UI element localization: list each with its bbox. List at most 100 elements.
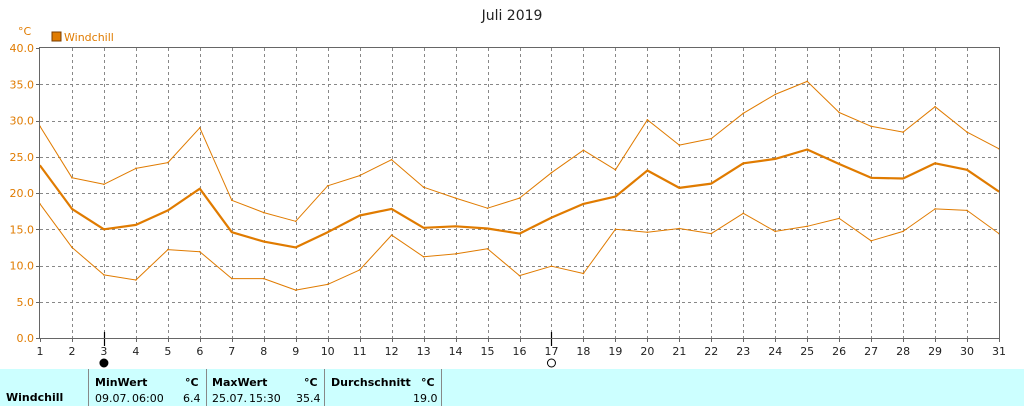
data-point-min [710, 232, 713, 235]
x-tick-label: 29 [928, 345, 942, 358]
data-point-mean [422, 227, 425, 229]
data-point-max [966, 131, 968, 133]
x-tick-label: 31 [992, 345, 1006, 358]
x-tick-label: 9 [292, 345, 299, 358]
data-point-mean [646, 169, 649, 172]
data-point-min [774, 230, 777, 233]
x-tick-label: 16 [513, 345, 527, 358]
min-date: 09.07. [95, 392, 130, 405]
max-unit: °C [304, 376, 318, 389]
data-point-min [231, 277, 233, 280]
data-point-min [806, 225, 808, 228]
data-point-max [135, 167, 137, 170]
avg-unit: °C [421, 376, 435, 389]
data-point-min [199, 250, 201, 253]
data-point-mean [390, 208, 393, 210]
data-point-max [422, 186, 425, 188]
data-point-max [838, 111, 840, 114]
x-tick-label: 15 [481, 345, 495, 358]
min-unit: °C [185, 376, 199, 389]
x-tick-label: 4 [132, 345, 139, 358]
data-point-min [742, 212, 745, 215]
y-tick-label: 0.0 [17, 332, 35, 345]
x-tick-label: 2 [68, 345, 75, 358]
series-lines [39, 80, 1000, 291]
data-point-mean [966, 169, 968, 171]
data-point-max [326, 184, 329, 187]
data-point-min [326, 283, 329, 286]
data-point-min [135, 279, 137, 281]
data-point-max [614, 169, 617, 171]
data-point-max [870, 125, 872, 128]
data-point-max [710, 137, 713, 140]
divider [324, 369, 325, 406]
x-tick-label: 28 [896, 345, 910, 358]
x-tick-label: 11 [353, 345, 367, 358]
y-axis-unit: °C [18, 25, 32, 38]
data-point-mean [454, 225, 457, 228]
data-point-min [454, 253, 457, 255]
stats-row-label: Windchill [6, 391, 64, 404]
data-point-mean [294, 246, 297, 249]
data-point-max [294, 220, 297, 223]
data-point-min [934, 208, 936, 210]
data-point-mean [358, 214, 361, 217]
y-tick-label: 20.0 [10, 187, 35, 200]
x-tick-label: 24 [768, 345, 782, 358]
new-moon-icon [546, 358, 556, 368]
x-tick-label: 19 [608, 345, 622, 358]
x-tick-label: 12 [385, 345, 399, 358]
max-value: 35.4 [296, 392, 321, 405]
min-time: 06:00 [132, 392, 164, 405]
data-point-min [518, 274, 521, 277]
data-point-mean [934, 162, 936, 165]
y-tick-label: 30.0 [10, 115, 35, 128]
data-point-mean [71, 208, 73, 210]
x-tick-label: 5 [164, 345, 171, 358]
data-point-max [262, 211, 265, 214]
data-point-mean [678, 187, 681, 189]
x-tick-label: 8 [260, 345, 267, 358]
x-tick-label: 17 [544, 345, 558, 358]
divider [441, 369, 442, 406]
data-point-min [294, 289, 297, 291]
data-point-mean [262, 240, 265, 243]
data-point-mean [231, 231, 233, 233]
data-point-mean [582, 203, 585, 205]
x-tick-label: 10 [321, 345, 335, 358]
data-point-min [646, 231, 649, 233]
data-point-mean [486, 227, 489, 230]
data-point-min [902, 230, 904, 233]
data-point-mean [518, 232, 521, 235]
data-point-max [774, 93, 777, 96]
data-point-min [422, 255, 425, 258]
y-axis: 0.0 5.0 10.0 15.0 20.0 25.0 30.0 35.0 40.0 [10, 42, 40, 345]
data-point-max [486, 207, 489, 210]
data-point-max [390, 158, 393, 161]
x-tick-label: 25 [800, 345, 814, 358]
x-tick-label: 21 [672, 345, 686, 358]
data-point-min [966, 209, 968, 212]
x-tick-label: 14 [449, 345, 463, 358]
x-tick-label: 7 [228, 345, 235, 358]
data-point-mean [326, 231, 329, 233]
full-moon-icon [99, 358, 109, 368]
x-tick-label: 22 [704, 345, 718, 358]
data-point-mean [167, 209, 169, 212]
chart-title: Juli 2019 [481, 8, 543, 24]
data-point-mean [135, 224, 137, 226]
data-point-max [103, 183, 105, 186]
data-point-max [678, 144, 681, 146]
data-point-max [199, 126, 201, 129]
data-point-min [358, 269, 361, 271]
data-point-mean [103, 228, 105, 231]
max-date: 25.07. [212, 392, 247, 405]
data-point-min [390, 234, 393, 236]
statistics-bar: Windchill MinWert °C 09.07. 06:00 6.4 Ma… [0, 369, 1024, 406]
data-point-min [614, 228, 617, 231]
data-point-min [870, 240, 872, 242]
divider [206, 369, 207, 406]
y-tick-label: 35.0 [10, 78, 35, 91]
min-header: MinWert [95, 376, 148, 389]
x-tick-label: 20 [640, 345, 654, 358]
